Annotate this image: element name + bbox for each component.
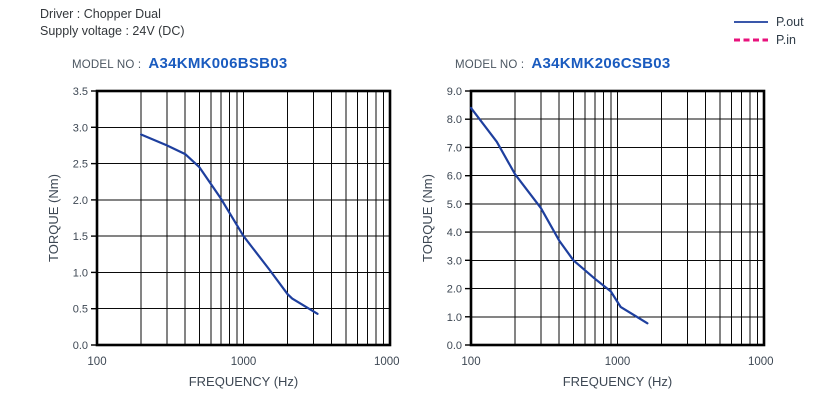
pout-line-sample-icon (734, 20, 768, 23)
svg-text:100: 100 (461, 356, 480, 368)
svg-text:3.0: 3.0 (73, 122, 88, 134)
chart-panel-left: MODEL NO : A34KMK006BSB03 0.0 0.5 1.0 1.5 2.… (42, 52, 422, 402)
supply-voltage-line: Supply voltage : 24V (DC) (40, 24, 185, 38)
model-no-label: MODEL NO : (455, 59, 525, 71)
chart-panel-right: MODEL NO : A34KMK206CSB03 0.0 1.0 2.0 3.0 4.… (416, 52, 796, 402)
model-no-label: MODEL NO : (72, 59, 142, 71)
legend-label-pout: P.out (776, 14, 804, 29)
driver-info: Driver : Chopper Dual Supply voltage : 2… (40, 6, 185, 40)
svg-text:0.0: 0.0 (73, 340, 88, 352)
torque-frequency-chart-left: 0.0 0.5 1.0 1.5 2.0 2.5 3.0 3.5 100 1000 10000 FREQ… (46, 86, 400, 389)
torque-frequency-chart-right: 0.0 1.0 2.0 3.0 4.0 5.0 6.0 7.0 8.0 9.0 100 1000 100… (420, 86, 774, 389)
svg-text:7.0: 7.0 (447, 142, 462, 154)
chart-title-left: MODEL NO : A34KMK006BSB03 (72, 55, 288, 72)
svg-text:5.0: 5.0 (447, 199, 462, 211)
svg-text:1000: 1000 (605, 356, 631, 368)
svg-text:100: 100 (87, 356, 106, 368)
svg-text:2.5: 2.5 (73, 159, 88, 171)
model-no-value: A34KMK006BSB03 (148, 55, 288, 72)
svg-text:3.0: 3.0 (447, 255, 462, 267)
svg-text:3.5: 3.5 (73, 86, 88, 98)
svg-text:1.5: 1.5 (73, 231, 88, 243)
svg-text:0.5: 0.5 (73, 304, 88, 316)
chart-title-right: MODEL NO : A34KMK206CSB03 (455, 55, 671, 72)
model-no-value: A34KMK206CSB03 (531, 55, 671, 72)
driver-line: Driver : Chopper Dual (40, 7, 161, 21)
legend-item-pout: P.out (733, 14, 804, 29)
svg-text:FREQUENCY (Hz): FREQUENCY (Hz) (563, 374, 673, 389)
svg-text:TORQUE (Nm): TORQUE (Nm) (46, 174, 61, 262)
legend-item-pin: P.in (733, 32, 804, 47)
svg-text:TORQUE (Nm): TORQUE (Nm) (420, 174, 435, 262)
svg-text:FREQUENCY (Hz): FREQUENCY (Hz) (189, 374, 299, 389)
svg-text:9.0: 9.0 (447, 86, 462, 98)
svg-text:10000: 10000 (748, 356, 774, 368)
svg-text:1000: 1000 (231, 356, 257, 368)
svg-text:1.0: 1.0 (447, 312, 462, 324)
chart-legend: P.out P.in (733, 14, 804, 50)
svg-text:10000: 10000 (374, 356, 400, 368)
svg-text:8.0: 8.0 (447, 114, 462, 126)
pin-line-sample-icon (734, 38, 768, 41)
svg-text:1.0: 1.0 (73, 267, 88, 279)
svg-text:4.0: 4.0 (447, 227, 462, 239)
svg-text:2.0: 2.0 (447, 284, 462, 296)
svg-text:6.0: 6.0 (447, 171, 462, 183)
svg-text:0.0: 0.0 (447, 340, 462, 352)
legend-label-pin: P.in (776, 32, 796, 47)
svg-text:2.0: 2.0 (73, 195, 88, 207)
